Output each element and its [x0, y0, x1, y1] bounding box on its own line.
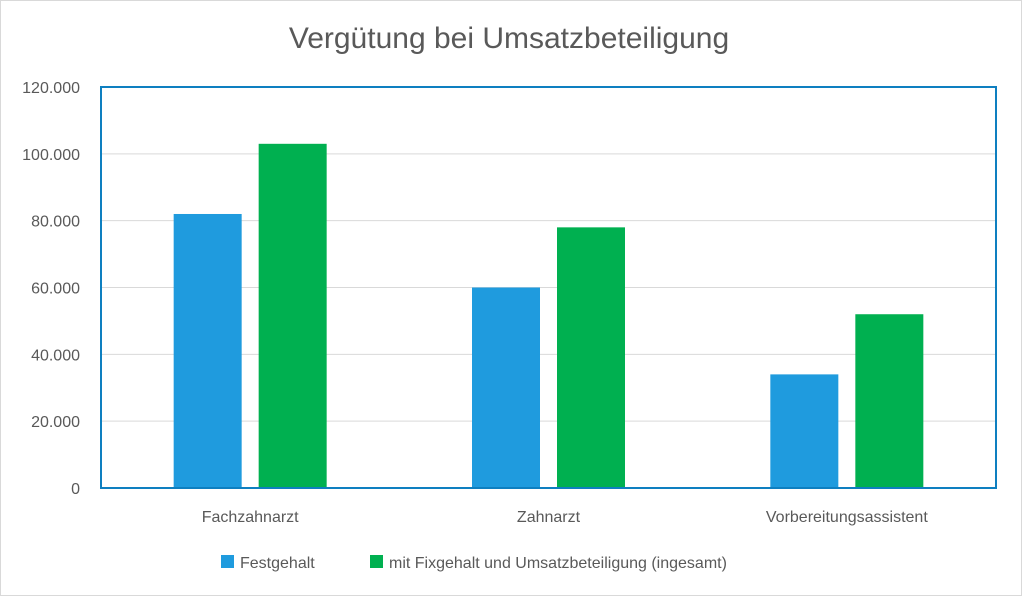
bar-gesamt [258, 143, 327, 488]
y-tick-label: 60.000 [31, 281, 80, 298]
y-tick-label: 0 [71, 481, 80, 498]
y-tick-label: 20.000 [31, 414, 80, 431]
bar-festgehalt [472, 287, 540, 488]
x-category-label: Vorbereitungsassistent [766, 509, 928, 526]
bar-festgehalt [770, 374, 839, 488]
legend-swatch [221, 555, 234, 568]
bar-gesamt [557, 227, 625, 488]
x-axis-categories: Fachzahnarzt Zahnarzt Vorbereitungsassiste… [202, 509, 929, 526]
plot-area-border [100, 86, 997, 489]
x-category-label: Zahnarzt [517, 509, 581, 526]
chart-title: Vergütung bei Umsatzbeteiligung [289, 22, 729, 55]
bars [173, 143, 924, 488]
y-tick-label: 40.000 [31, 347, 80, 364]
bar-festgehalt [173, 213, 242, 488]
y-axis-ticks: 0 20.000 40.000 60.000 80.000 100.000 120.000 [22, 80, 80, 498]
legend-label: Festgehalt [240, 555, 315, 572]
x-category-label: Fachzahnarzt [202, 509, 299, 526]
bar-gesamt [855, 314, 924, 488]
legend-label: mit Fixgehalt und Umsatzbeteiligung (ing… [389, 555, 727, 572]
y-tick-label: 80.000 [31, 214, 80, 231]
legend-swatch [370, 555, 383, 568]
y-tick-label: 100.000 [22, 147, 80, 164]
y-tick-label: 120.000 [22, 80, 80, 97]
legend: Festgehalt mit Fixgehalt und Umsatzbeteil… [221, 555, 727, 572]
